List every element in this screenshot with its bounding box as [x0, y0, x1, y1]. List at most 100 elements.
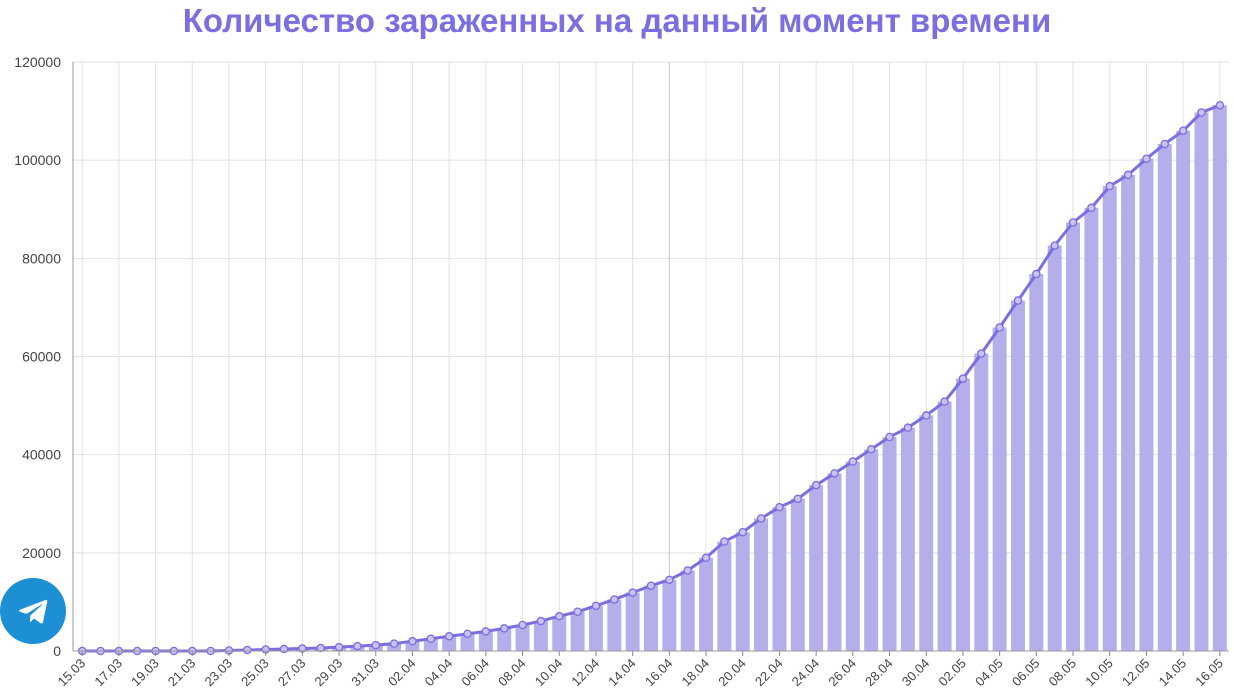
series-point	[1197, 108, 1206, 117]
x-tick-label: 08.05	[1046, 656, 1080, 690]
series-point	[866, 445, 876, 454]
series-point	[958, 374, 968, 383]
bar	[919, 415, 934, 651]
x-tick-label: 04.04	[422, 656, 456, 690]
bar	[515, 624, 530, 651]
bar	[754, 518, 769, 651]
bar	[717, 541, 732, 651]
x-tick-label: 10.05	[1082, 656, 1116, 690]
x-tick-label: 18.04	[679, 656, 713, 690]
bar	[827, 473, 842, 651]
x-tick-label: 28.04	[862, 656, 896, 690]
series-point	[977, 349, 986, 358]
series-point	[481, 627, 491, 636]
bar	[405, 641, 420, 651]
x-tick-label: 10.04	[532, 656, 566, 690]
bar	[423, 638, 438, 651]
series-point	[683, 566, 692, 575]
series-point	[811, 480, 821, 490]
line-series	[77, 100, 1225, 656]
x-tick-label: 25.03	[238, 656, 272, 690]
x-tick-label: 12.04	[568, 656, 602, 690]
bar	[809, 485, 824, 651]
series-point	[408, 636, 417, 646]
series-point	[316, 643, 325, 653]
x-tick-label: 02.05	[935, 656, 969, 690]
bar	[1121, 174, 1136, 651]
bar	[1139, 158, 1154, 652]
bar	[442, 636, 457, 651]
bar	[1194, 112, 1209, 651]
bar	[882, 436, 897, 651]
bars	[221, 105, 1227, 652]
bar	[845, 461, 860, 651]
series-point	[591, 601, 601, 611]
telegram-icon	[19, 599, 48, 624]
y-tick-label: 20000	[22, 545, 61, 561]
series-point	[573, 607, 582, 616]
x-tick-label: 14.05	[1156, 656, 1190, 690]
x-tick-label: 20.04	[715, 656, 749, 690]
bar	[1066, 222, 1081, 651]
bar	[625, 592, 640, 651]
series-point	[995, 323, 1004, 332]
x-tick-label: 16.05	[1192, 656, 1226, 690]
series-point	[1123, 170, 1133, 180]
x-tick-label: 21.03	[165, 656, 199, 690]
bar	[1212, 105, 1227, 651]
series-point	[1050, 241, 1059, 250]
series-point	[903, 423, 913, 432]
series-point	[720, 537, 729, 546]
bar	[937, 401, 952, 651]
chart-title: Количество зараженных на данный момент в…	[182, 2, 1052, 39]
y-tick-label: 100000	[14, 152, 61, 168]
series-point	[1013, 296, 1023, 305]
series-point	[1160, 139, 1170, 149]
series-point	[426, 634, 436, 643]
bar	[1157, 143, 1172, 651]
x-tick-label: 27.03	[275, 656, 309, 690]
series-point	[499, 624, 509, 633]
x-tick-label: 02.04	[385, 656, 419, 690]
series-point	[1068, 218, 1078, 227]
series-point	[444, 632, 454, 641]
bar	[533, 621, 548, 651]
bar	[790, 498, 805, 651]
bar	[1102, 186, 1117, 651]
bar	[955, 378, 970, 651]
x-tick-label: 17.03	[91, 656, 125, 690]
series-point	[1215, 100, 1225, 110]
y-tick-label: 0	[53, 643, 61, 659]
series-point	[775, 502, 784, 512]
series-point	[610, 595, 619, 604]
bar	[1176, 130, 1191, 651]
x-tick-label: 26.04	[825, 656, 859, 690]
bar	[1047, 245, 1062, 652]
bar	[1011, 300, 1025, 651]
x-tick-label: 14.04	[605, 656, 639, 690]
series-point	[518, 620, 527, 630]
series-point	[1105, 181, 1114, 191]
x-tick-label: 30.04	[899, 656, 933, 690]
series-point	[1032, 269, 1041, 279]
x-tick-label: 06.05	[1009, 656, 1043, 690]
bar	[552, 616, 567, 651]
y-tick-label: 120000	[14, 54, 61, 70]
x-tick-label: 06.04	[458, 656, 492, 690]
bar	[662, 579, 677, 651]
telegram-button[interactable]	[0, 578, 66, 644]
axes: 0 20000 40000 60000 80000 100000 120000 15.03 17…	[14, 54, 1229, 689]
x-tick-label: 22.04	[752, 656, 786, 690]
series-point	[1142, 154, 1151, 163]
bar	[772, 507, 787, 651]
series-point	[701, 553, 711, 562]
series-point	[353, 641, 362, 651]
series-point	[940, 397, 949, 406]
series-point	[756, 514, 766, 523]
series-point	[848, 457, 858, 466]
series-point	[536, 616, 546, 626]
bar	[1029, 274, 1044, 651]
bar	[460, 633, 475, 651]
bar	[735, 532, 750, 651]
